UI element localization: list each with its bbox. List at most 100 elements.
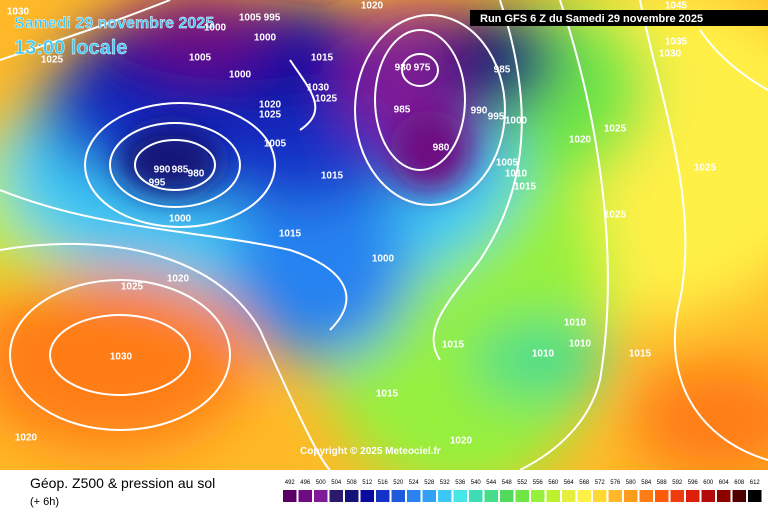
isobar-label: 1005 [496, 158, 519, 169]
scale-label: 552 [517, 480, 528, 486]
isobar-label: 995 [264, 13, 281, 24]
isobar-label: 1000 [229, 70, 252, 81]
scale-label: 532 [440, 480, 451, 486]
scale-swatch [360, 490, 374, 502]
scale-label: 592 [672, 480, 683, 486]
scale-label: 588 [657, 480, 668, 486]
forecast-step: (+ 6h) [30, 496, 59, 508]
isobar-label: 1030 [659, 49, 682, 60]
isobar-label: 1000 [254, 33, 277, 44]
isobar-label: 985 [494, 65, 511, 76]
scale-label: 576 [610, 480, 621, 486]
scale-label: 524 [409, 480, 420, 486]
isobar-label: 980 [395, 63, 412, 74]
scale-swatch [345, 490, 359, 502]
scale-swatch [717, 490, 731, 502]
isobar-label: 980 [188, 169, 205, 180]
footer-title: Géop. Z500 & pression au sol [30, 475, 215, 491]
scale-swatch [531, 490, 545, 502]
scale-swatch [407, 490, 421, 502]
isobar-label: 1025 [604, 210, 627, 221]
scale-label: 500 [316, 480, 327, 486]
scale-label: 548 [502, 480, 513, 486]
copyright: Copyright © 2025 Meteociel.fr [300, 446, 441, 457]
scale-swatch [329, 490, 343, 502]
scale-swatch [639, 490, 653, 502]
isobar-label: 1000 [372, 254, 395, 265]
scale-label: 568 [579, 480, 590, 486]
isobar-label: 1025 [694, 163, 717, 174]
isobar-label: 1010 [569, 339, 592, 350]
scale-swatch [438, 490, 452, 502]
isobar-label: 1015 [442, 340, 465, 351]
scale-label: 520 [393, 480, 404, 486]
scale-swatch [624, 490, 638, 502]
isobar-label: 1045 [665, 1, 688, 12]
scale-swatch [732, 490, 746, 502]
isobar-label: 1020 [259, 100, 282, 111]
isobar-label: 985 [394, 105, 411, 116]
isobar-label: 1010 [564, 318, 587, 329]
isobar-label: 1020 [569, 135, 592, 146]
isobar-label: 1035 [665, 37, 688, 48]
isobar-label: 1015 [514, 182, 537, 193]
scale-swatch [593, 490, 607, 502]
isobar-label: 1030 [110, 352, 133, 363]
isobar-label: 1020 [361, 1, 384, 12]
scale-label: 596 [688, 480, 699, 486]
date-label: Samedi 29 novembre 2025 [14, 15, 214, 32]
isobar-label: 1000 [204, 23, 227, 34]
scale-label: 600 [703, 480, 714, 486]
scale-label: 512 [362, 480, 373, 486]
isobar-label: 1010 [532, 349, 555, 360]
scale-label: 528 [424, 480, 435, 486]
scale-swatch [748, 490, 762, 502]
scale-swatch [298, 490, 312, 502]
scale-swatch [376, 490, 390, 502]
scale-swatch [453, 490, 467, 502]
scale-swatch [655, 490, 669, 502]
scale-swatch [422, 490, 436, 502]
scale-label: 492 [285, 480, 296, 486]
scale-label: 496 [300, 480, 311, 486]
isobar-label: 1000 [169, 214, 192, 225]
isobar-label: 995 [488, 112, 505, 123]
isobar-label: 1005 [264, 139, 287, 150]
scale-label: 604 [719, 480, 730, 486]
time-label: 13:00 locale [14, 37, 127, 59]
geopotential-field [0, 0, 768, 500]
scale-swatch [546, 490, 560, 502]
scale-label: 556 [533, 480, 544, 486]
isobar-label: 980 [433, 143, 450, 154]
scale-label: 572 [595, 480, 606, 486]
isobar-label: 1025 [604, 124, 627, 135]
isobars [0, 0, 768, 461]
scale-label: 504 [331, 480, 342, 486]
run-banner [470, 10, 768, 26]
scale-label: 508 [347, 480, 358, 486]
scale-swatch [469, 490, 483, 502]
scale-swatch [314, 490, 328, 502]
color-scale: 492 496 500 504 508 512 516 520 524 528 532 536 540 5… [283, 480, 762, 502]
scale-label: 612 [750, 480, 761, 486]
isobar-label: 1015 [376, 389, 399, 400]
scale-label: 560 [548, 480, 559, 486]
isobar-label: 1005 [189, 53, 212, 64]
scale-swatch [515, 490, 529, 502]
isobar-label: 975 [414, 63, 431, 74]
isobar-label: 1015 [279, 229, 302, 240]
scale-swatch [562, 490, 576, 502]
isobar-label: 1015 [629, 349, 652, 360]
isobar-label: 1000 [505, 116, 528, 127]
scale-label: 564 [564, 480, 575, 486]
isobar-label: 995 [149, 178, 166, 189]
scale-swatch [577, 490, 591, 502]
isobar-label: 1020 [450, 436, 473, 447]
scale-label: 608 [734, 480, 745, 486]
scale-swatch [391, 490, 405, 502]
scale-swatch [686, 490, 700, 502]
isobar-label: 1020 [167, 274, 190, 285]
